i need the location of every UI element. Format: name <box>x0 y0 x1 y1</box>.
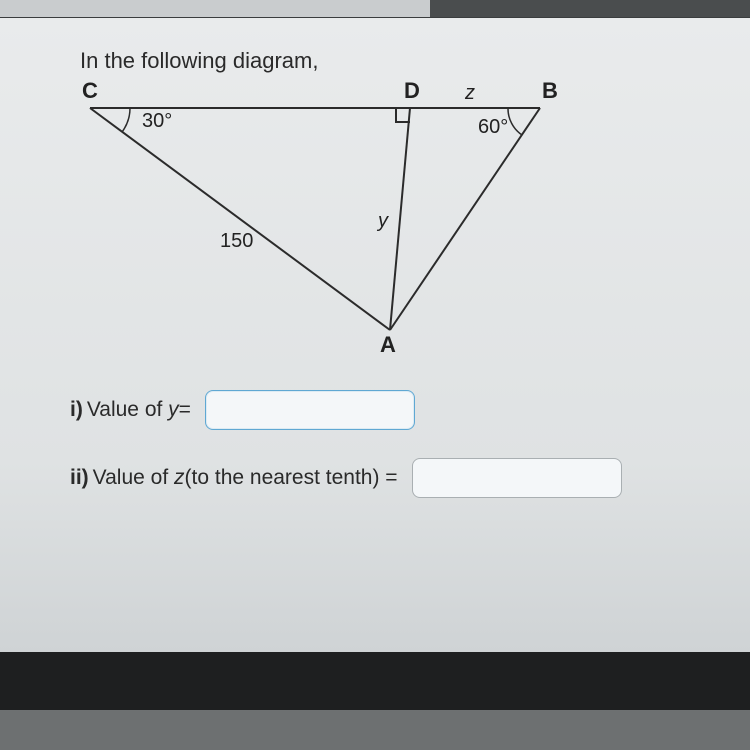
answers-section: i) Value of y = ii) Value of z (to the n… <box>60 390 690 498</box>
segment-CA <box>90 108 390 330</box>
geometry-diagram: C D B A 30° 60° 150 y z <box>70 80 590 360</box>
question-i-row: i) Value of y = <box>70 390 690 430</box>
segment-DA <box>390 108 410 330</box>
question-ii-label-after: (to the nearest tenth) = <box>185 466 398 490</box>
bottom-bar-grey <box>0 710 750 750</box>
angle-arc-B <box>508 108 522 135</box>
answer-input-y[interactable] <box>205 390 415 430</box>
question-i-variable: y <box>168 398 179 422</box>
question-content: In the following diagram, C D B A 30° 60… <box>0 18 750 652</box>
question-i-label-after: = <box>179 398 191 422</box>
question-i-label-before: Value of <box>87 398 163 422</box>
angle-arc-C <box>122 108 130 132</box>
side-label-DA: y <box>378 210 388 233</box>
bottom-bar-dark <box>0 652 750 710</box>
vertex-label-B: B <box>542 78 558 104</box>
angle-label-C: 30° <box>142 110 172 133</box>
question-ii-label-before: Value of <box>93 466 169 490</box>
question-ii-row: ii) Value of z (to the nearest tenth) = <box>70 458 690 498</box>
right-angle-marker <box>396 108 410 122</box>
question-prompt: In the following diagram, <box>60 48 690 74</box>
titlebar-light-segment <box>0 0 430 17</box>
window-titlebar <box>0 0 750 18</box>
segment-BA <box>390 108 540 330</box>
question-i-numeral: i) <box>70 398 83 422</box>
side-label-DB: z <box>465 82 475 105</box>
vertex-label-D: D <box>404 78 420 104</box>
angle-label-B: 60° <box>478 116 508 139</box>
question-ii-variable: z <box>174 466 185 490</box>
question-ii-numeral: ii) <box>70 466 89 490</box>
side-label-CA: 150 <box>220 230 253 253</box>
answer-input-z[interactable] <box>412 458 622 498</box>
vertex-label-A: A <box>380 332 396 358</box>
vertex-label-C: C <box>82 78 98 104</box>
